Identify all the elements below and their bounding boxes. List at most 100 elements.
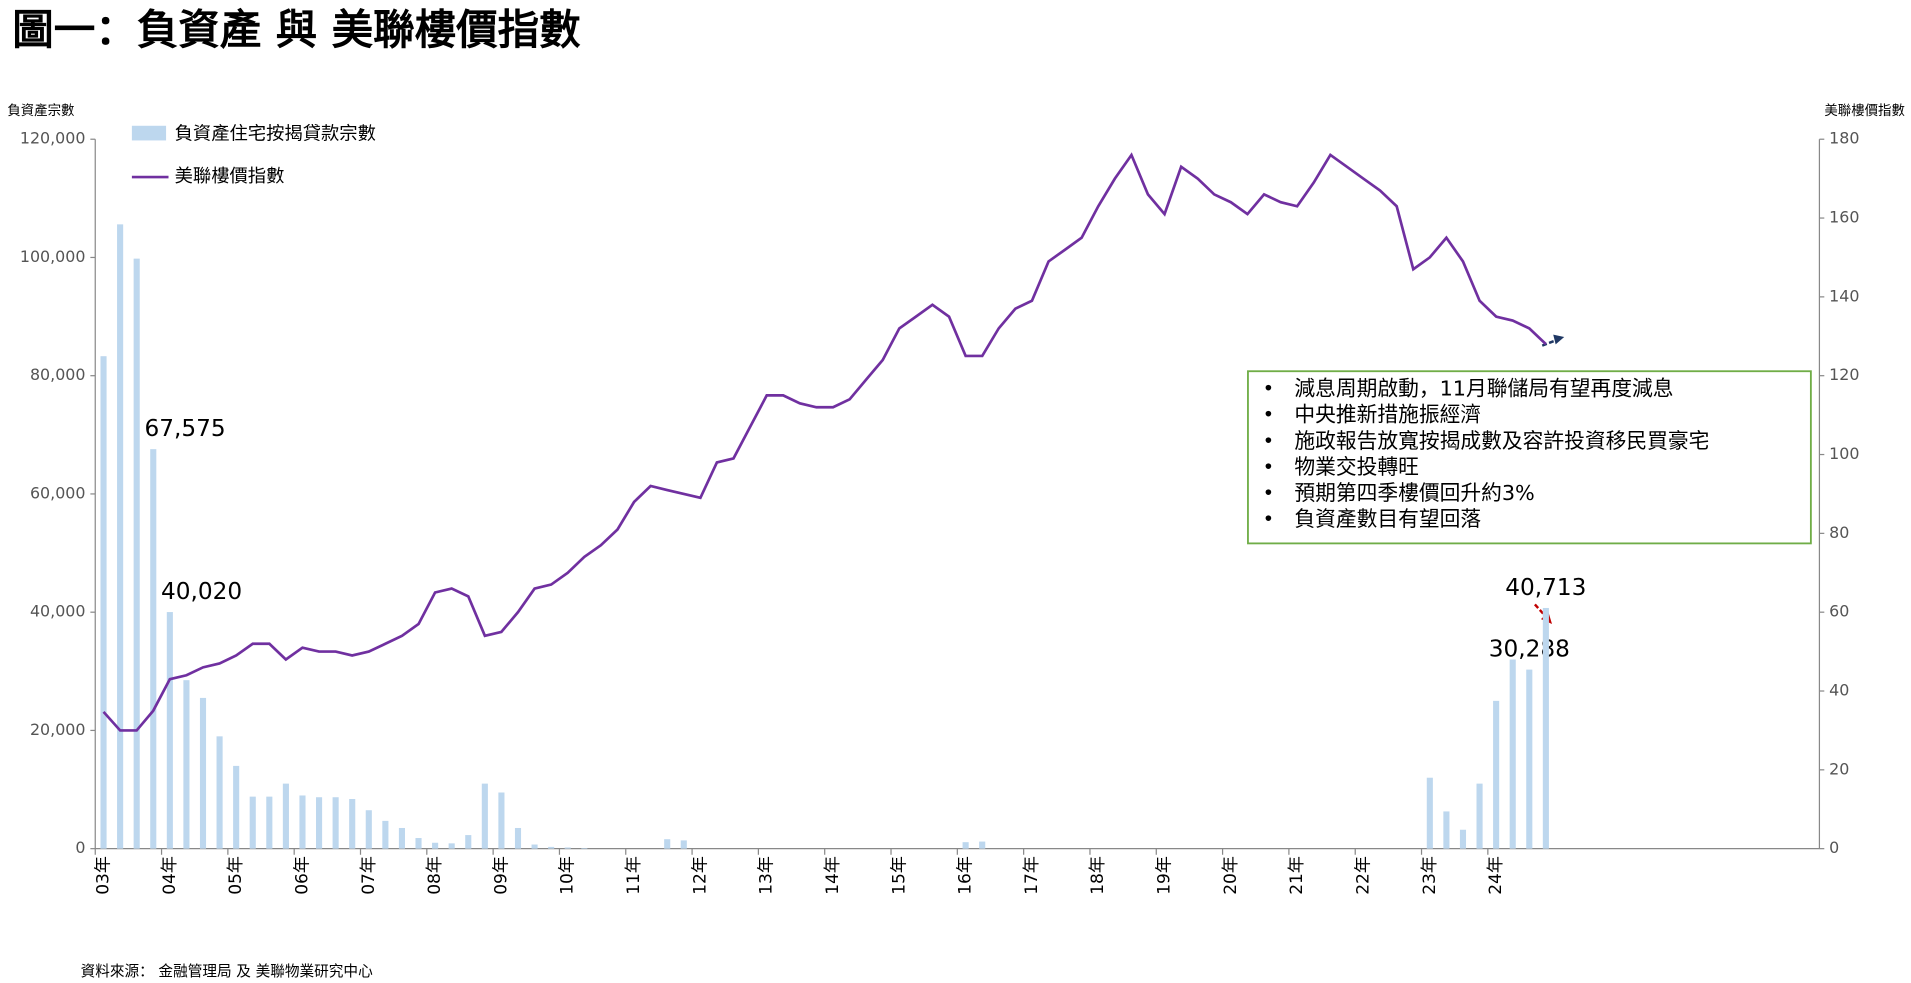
y2-tick-label: 80 — [1829, 523, 1849, 542]
line — [102, 152, 1547, 732]
bar — [233, 765, 240, 849]
bar — [282, 783, 289, 849]
bar — [1526, 669, 1533, 849]
source: 資料來源： 金融管理局 及 美聯物業研究中心 — [81, 963, 373, 980]
x-tick-label: 11年 — [624, 856, 644, 895]
bullet: • — [1263, 455, 1275, 478]
data-label: 67,575 — [144, 415, 225, 442]
y2-tick-label: 120 — [1829, 365, 1859, 384]
x-tick-label: 13年 — [757, 856, 777, 895]
y-tick-label: 80,000 — [30, 365, 86, 384]
x-tick-label: 06年 — [292, 856, 312, 895]
x-tick-label: 20年 — [1221, 856, 1241, 895]
bar — [1542, 607, 1549, 849]
bar — [382, 820, 389, 849]
bullet: • — [1263, 377, 1275, 400]
bar — [1426, 777, 1433, 849]
bar — [1493, 700, 1500, 849]
y-tick-label: 120,000 — [20, 129, 86, 148]
x-tick-label: 17年 — [1022, 856, 1042, 895]
bar — [199, 697, 207, 849]
bar — [514, 827, 522, 849]
bar — [979, 841, 986, 849]
x-tick-label: 08年 — [425, 856, 445, 895]
x-tick-label: 04年 — [160, 856, 180, 895]
x-tick-label: 15年 — [889, 856, 909, 895]
x-tick-label: 05年 — [226, 856, 246, 895]
bullet: • — [1263, 482, 1275, 505]
bar — [365, 810, 372, 849]
bar — [481, 783, 488, 849]
y-tick-label: 0 — [75, 838, 85, 857]
y2-tick-label: 40 — [1829, 681, 1849, 700]
note: 減息周期啟動，11月聯儲局有望再度減息 — [1294, 377, 1673, 401]
bar — [316, 797, 323, 849]
bar — [398, 827, 406, 849]
x-tick-label: 23年 — [1420, 856, 1440, 895]
y2-tick-label: 0 — [1829, 838, 1839, 857]
bar — [349, 799, 356, 849]
data-label: 30,288 — [1489, 636, 1570, 663]
x-tick-label: 12年 — [690, 856, 710, 895]
y-tick-label: 100,000 — [20, 247, 86, 266]
note-box — [1247, 370, 1812, 545]
x-tick-label: 07年 — [359, 856, 379, 895]
y2-tick-label: 100 — [1829, 444, 1859, 463]
bar — [332, 797, 339, 849]
note: 預期第四季樓價回升約3% — [1294, 481, 1534, 505]
bar — [498, 792, 505, 849]
bar — [581, 848, 588, 849]
x-tick-label: 24年 — [1486, 856, 1506, 895]
chart-title: 圖一：負資產 與 美聯樓價指數 — [12, 5, 581, 54]
trend-arrow — [1533, 603, 1547, 618]
bullet: • — [1263, 403, 1275, 426]
bar — [432, 842, 439, 849]
bar — [117, 224, 124, 849]
bar — [266, 796, 273, 849]
note: 物業交投轉旺 — [1294, 455, 1419, 479]
legend-label: 負資產住宅按揭貸款宗數 — [175, 123, 376, 144]
y2-tick-label: 140 — [1829, 286, 1859, 305]
x-tick-label: 10年 — [558, 856, 578, 895]
bullet: • — [1263, 429, 1275, 452]
y-axis-label: 負資產宗數 — [7, 102, 74, 119]
x-tick-label: 16年 — [956, 856, 976, 895]
bar — [299, 795, 306, 849]
data-label: 40,713 — [1505, 574, 1586, 601]
bar — [133, 258, 140, 849]
note: 施政報告放寬按揭成數及容許投資移民買豪宅 — [1294, 429, 1709, 453]
legend-label: 美聯樓價指數 — [175, 166, 285, 187]
trend-arrow-head — [1553, 334, 1565, 345]
note: 負資產數目有望回落 — [1294, 507, 1481, 531]
bullet: • — [1263, 508, 1275, 531]
y2-tick-label: 60 — [1829, 602, 1849, 621]
bar — [531, 844, 538, 849]
y-tick-label: 40,000 — [30, 602, 86, 621]
y-tick-label: 20,000 — [30, 720, 86, 739]
x-tick-label: 18年 — [1088, 856, 1108, 895]
bar — [1509, 659, 1516, 849]
legend-swatch — [131, 125, 167, 141]
x-tick-label: 14年 — [823, 856, 843, 895]
data-label: 40,020 — [161, 578, 242, 605]
x-tick-label: 03年 — [94, 856, 114, 895]
bar — [664, 839, 671, 849]
bar — [1459, 829, 1467, 849]
y2-tick-label: 20 — [1829, 759, 1849, 778]
bar — [183, 680, 190, 849]
bar — [249, 796, 256, 849]
bar — [166, 612, 173, 849]
bar — [680, 840, 687, 849]
note: 中央推新措施振經濟 — [1294, 403, 1481, 427]
bar — [100, 356, 107, 849]
x-tick-label: 22年 — [1354, 856, 1374, 895]
x-tick-label: 21年 — [1287, 856, 1307, 895]
bar — [962, 842, 969, 849]
bar — [564, 847, 571, 849]
y2-tick-label: 180 — [1829, 129, 1859, 148]
bar — [465, 835, 472, 849]
bar — [415, 838, 422, 849]
bar — [1476, 783, 1483, 849]
bar — [548, 846, 555, 849]
